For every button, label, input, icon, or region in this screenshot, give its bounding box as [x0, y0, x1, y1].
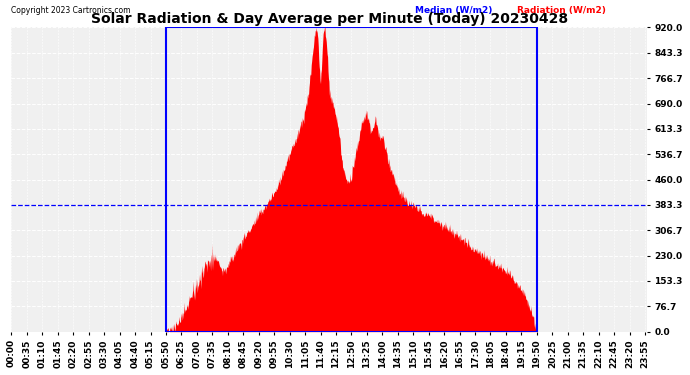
Text: Radiation (W/m2): Radiation (W/m2) [517, 6, 605, 15]
Bar [166, 27, 537, 332]
Title: Solar Radiation & Day Average per Minute (Today) 20230428: Solar Radiation & Day Average per Minute… [90, 12, 568, 26]
Text: Median (W/m2): Median (W/m2) [415, 6, 492, 15]
Text: Copyright 2023 Cartronics.com: Copyright 2023 Cartronics.com [12, 6, 131, 15]
